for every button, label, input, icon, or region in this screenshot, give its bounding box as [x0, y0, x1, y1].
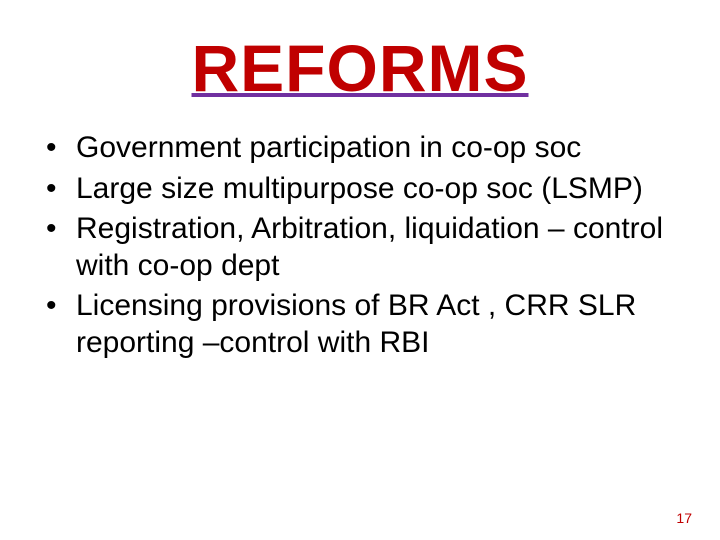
- page-number: 17: [676, 510, 692, 526]
- bullet-text: Licensing provisions of BR Act , CRR SLR…: [76, 289, 636, 359]
- list-item: Licensing provisions of BR Act , CRR SLR…: [40, 288, 680, 361]
- list-item: Large size multipurpose co-op soc (LSMP): [40, 171, 680, 208]
- slide: REFORMS Government participation in co-o…: [0, 0, 720, 540]
- slide-title: REFORMS: [40, 30, 680, 106]
- bullet-text: Large size multipurpose co-op soc (LSMP): [76, 172, 643, 205]
- bullet-text: Registration, Arbitration, liquidation –…: [76, 212, 663, 282]
- bullet-text: Government participation in co-op soc: [76, 131, 581, 164]
- bullet-list: Government participation in co-op soc La…: [40, 130, 680, 362]
- list-item: Government participation in co-op soc: [40, 130, 680, 167]
- list-item: Registration, Arbitration, liquidation –…: [40, 211, 680, 284]
